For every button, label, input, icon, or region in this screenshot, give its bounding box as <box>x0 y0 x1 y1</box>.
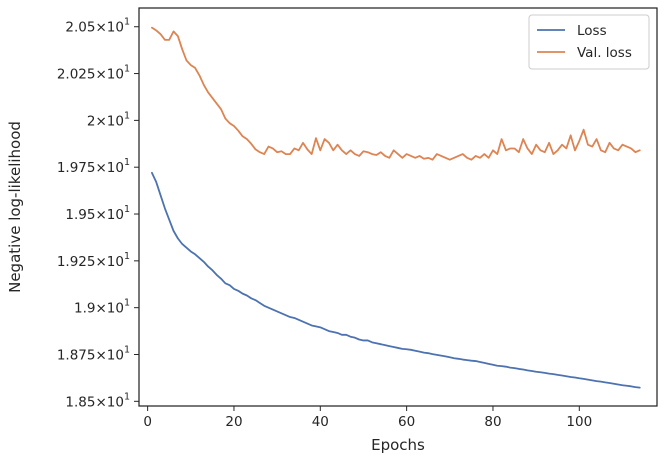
x-axis-label: Epochs <box>371 436 425 454</box>
y-tick-label: 1.975×101 <box>57 157 130 176</box>
y-tick-label: 2×101 <box>87 110 130 129</box>
x-tick-label: 20 <box>225 414 242 430</box>
x-tick-label: 80 <box>484 414 501 430</box>
y-tick-label: 1.875×101 <box>57 344 130 363</box>
x-axis-ticks: 0 20 40 60 80 100 <box>143 406 592 430</box>
y-axis-label: Negative log-likelihood <box>6 121 24 293</box>
y-tick-label: 2.025×101 <box>57 64 130 83</box>
series-line-0 <box>151 171 641 389</box>
y-tick-label: 1.95×101 <box>65 204 130 223</box>
y-tick-label: 1.85×101 <box>65 391 130 410</box>
y-tick-label: 2.05×101 <box>65 17 130 36</box>
plot-frame <box>138 7 658 407</box>
y-tick-label: 1.9×101 <box>74 298 130 317</box>
series-layer <box>151 26 641 389</box>
x-tick-label: 0 <box>143 414 152 430</box>
x-tick-label: 60 <box>398 414 415 430</box>
legend-label: Val. loss <box>577 45 632 61</box>
legend-label: Loss <box>577 23 607 39</box>
x-tick-label: 100 <box>566 414 592 430</box>
series-line-1 <box>151 26 641 161</box>
x-tick-label: 40 <box>312 414 329 430</box>
y-tick-label: 1.925×101 <box>57 251 130 270</box>
legend: Loss Val. loss <box>528 14 650 70</box>
y-axis-ticks: 1.85×101 1.875×101 1.9×101 1.925×101 1.95×10… <box>57 17 139 410</box>
legend-box <box>528 14 650 70</box>
